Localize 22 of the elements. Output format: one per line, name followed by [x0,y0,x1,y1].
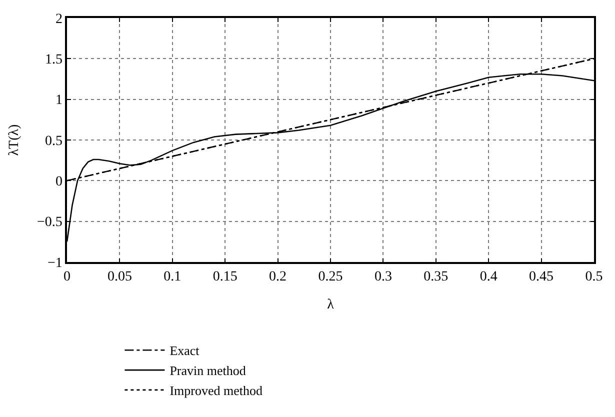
x-tick-label: 0.35 [424,270,448,285]
x-tick-label: 0.4 [480,270,498,285]
x-tick-label: 0.45 [529,270,554,285]
x-axis-title: λ [327,297,334,312]
x-tick-label: 0.05 [107,270,132,285]
legend-label: Exact [170,343,200,358]
y-tick-label: 2 [55,12,62,27]
legend-label: Improved method [170,383,263,398]
y-tick-label: 0 [55,174,62,190]
x-tick-label: 0.15 [212,270,238,285]
x-tick-label: 0.1 [164,270,182,285]
y-tick-label: 1.5 [44,52,62,68]
x-tick-label: 0.2 [269,270,287,285]
y-axis-title: λT(λ) [7,124,22,156]
x-tick-label: 0.25 [318,270,343,285]
legend-label: Pravin method [170,363,246,378]
y-tick-label: −1 [48,256,62,271]
y-tick-label: −0.5 [37,215,62,230]
x-tick-label: 0.3 [374,270,392,285]
x-tick-label: 0.5 [585,270,603,285]
y-tick-label: 1 [55,93,62,108]
y-tick-label: 0.5 [44,134,62,149]
